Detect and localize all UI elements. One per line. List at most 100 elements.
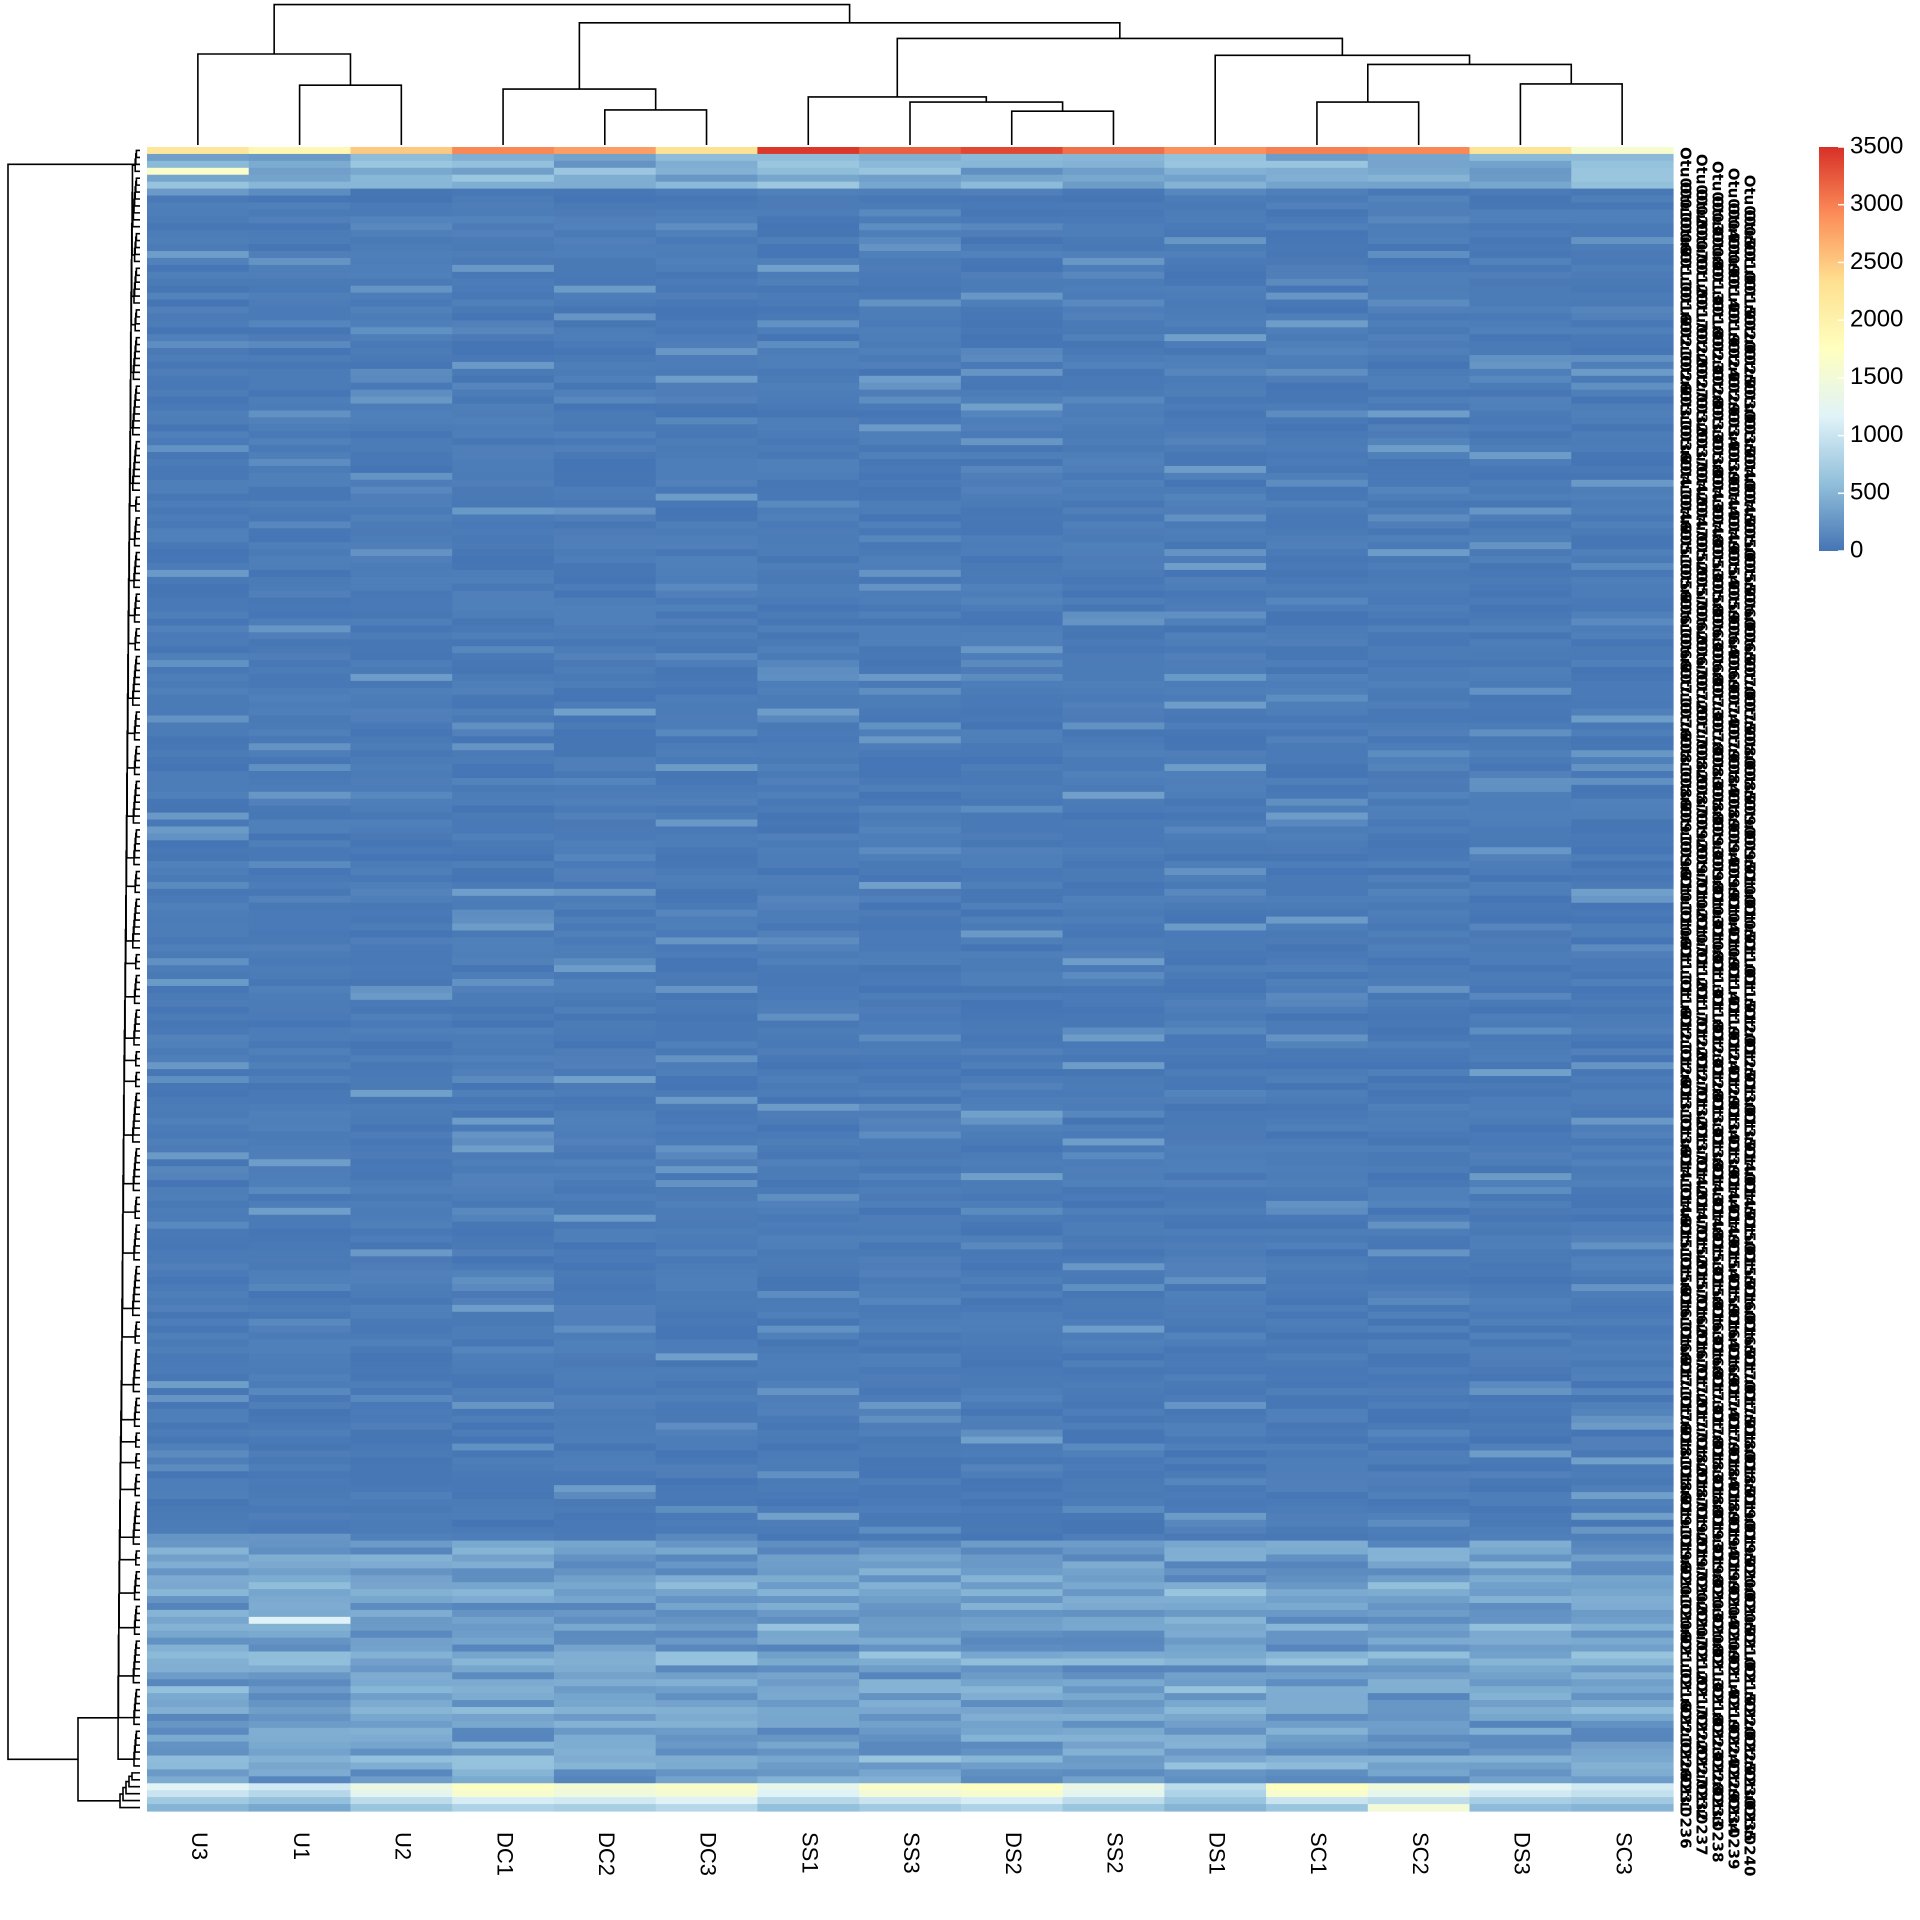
heatmap-cell (1469, 1672, 1572, 1680)
heatmap-cell (859, 535, 962, 543)
heatmap-cell (248, 847, 352, 855)
heatmap-cell (1469, 646, 1572, 654)
heatmap-cell (859, 153, 962, 162)
heatmap-cell (248, 1734, 352, 1743)
heatmap-cell (1469, 1741, 1572, 1750)
heatmap-cell (859, 1055, 962, 1063)
heatmap-cell (757, 1034, 860, 1042)
heatmap-cell (1062, 854, 1165, 862)
heatmap-cell (452, 1457, 555, 1465)
heatmap-cell (655, 251, 758, 259)
heatmap-cell (1266, 417, 1369, 425)
heatmap-cell (248, 1270, 352, 1278)
dendrogram-branch (135, 499, 140, 512)
heatmap-cell (248, 667, 352, 675)
heatmap-cell (452, 1526, 555, 1535)
heatmap-cell (960, 771, 1064, 779)
row-label: Otu0208 (1709, 1582, 1727, 1654)
row-label: Otu0061 (1677, 563, 1695, 635)
heatmap-cell (1571, 881, 1674, 890)
heatmap-cell (859, 264, 962, 273)
heatmap-cell (859, 736, 962, 744)
heatmap-cell (1266, 1464, 1369, 1472)
heatmap-cell (1062, 542, 1165, 550)
heatmap-cell (757, 653, 860, 661)
heatmap-cell (1469, 944, 1572, 952)
heatmap-cell (1367, 299, 1471, 308)
heatmap-cell (1469, 1443, 1572, 1452)
dendrogram-branch (135, 898, 140, 907)
heatmap-cell (1367, 147, 1471, 155)
heatmap-cell (350, 479, 453, 488)
heatmap-cell (248, 985, 352, 994)
heatmap-cell (147, 1512, 250, 1521)
heatmap-cell (1367, 881, 1471, 890)
heatmap-cell (147, 1693, 250, 1701)
heatmap-cell (350, 1332, 453, 1341)
heatmap-cell (1367, 1367, 1471, 1375)
heatmap-cell (1469, 1138, 1572, 1146)
heatmap-cell (1571, 507, 1674, 516)
heatmap-cell (553, 181, 657, 190)
heatmap-cell (655, 1471, 758, 1479)
heatmap-cell (248, 1062, 352, 1070)
heatmap-cell (1367, 1616, 1471, 1625)
heatmap-cell (350, 1242, 453, 1250)
heatmap-cell (1469, 1332, 1572, 1341)
heatmap-cell (350, 549, 453, 557)
heatmap-cell (960, 1776, 1064, 1784)
heatmap-cell (960, 569, 1064, 578)
heatmap-cell (757, 438, 860, 446)
heatmap-cell (1367, 237, 1471, 245)
heatmap-cell (859, 1665, 962, 1673)
heatmap-cell (248, 875, 352, 883)
heatmap-cell (1062, 1561, 1165, 1569)
dendrogram-branch (135, 1054, 140, 1067)
heatmap-cell (1571, 639, 1674, 647)
heatmap-cell (1469, 479, 1572, 488)
heatmap-cell (1062, 514, 1165, 522)
heatmap-cell (147, 1776, 250, 1784)
heatmap-cell (248, 660, 352, 668)
heatmap-cell (960, 1381, 1064, 1389)
heatmap-cell (655, 1277, 758, 1285)
heatmap-cell (757, 472, 860, 481)
heatmap-cell (1367, 743, 1471, 751)
heatmap-cell (859, 1672, 962, 1680)
heatmap-cell (553, 1485, 657, 1493)
heatmap-cell (1266, 999, 1369, 1008)
dendrogram-branch (123, 1055, 133, 1136)
heatmap-cell (147, 639, 250, 647)
heatmap-cell (1266, 271, 1369, 280)
heatmap-cell (655, 202, 758, 210)
dendrogram-branch (128, 503, 134, 582)
heatmap-cell (960, 174, 1064, 183)
heatmap-cell (1266, 1214, 1369, 1223)
heatmap-cell (147, 812, 250, 821)
heatmap-cell (859, 1783, 962, 1791)
heatmap-cell (1062, 1173, 1165, 1181)
heatmap-cell (452, 1284, 555, 1292)
heatmap-cell (147, 805, 250, 814)
dendrogram-branch (135, 974, 140, 984)
heatmap-cell (859, 271, 962, 280)
dendrogram-branch (135, 870, 140, 880)
heatmap-cell (147, 299, 250, 308)
heatmap-cell (757, 951, 860, 959)
row-label: Otu0050 (1741, 487, 1759, 559)
heatmap-cell (960, 1533, 1064, 1542)
heatmap-cell (553, 1256, 657, 1264)
heatmap-cell (1164, 521, 1267, 529)
heatmap-cell (147, 417, 250, 425)
heatmap-cell (1164, 632, 1267, 640)
heatmap-cell (350, 667, 453, 675)
heatmap-cell (248, 590, 352, 599)
heatmap-cell (452, 452, 555, 460)
heatmap-cell (655, 757, 758, 765)
dendrogram-branch (135, 596, 140, 609)
heatmap-cell (960, 1644, 1064, 1653)
heatmap-cell (1367, 1700, 1471, 1708)
heatmap-cell (350, 1415, 453, 1424)
heatmap-cell (1164, 1006, 1267, 1015)
heatmap-cell (1367, 1200, 1471, 1209)
